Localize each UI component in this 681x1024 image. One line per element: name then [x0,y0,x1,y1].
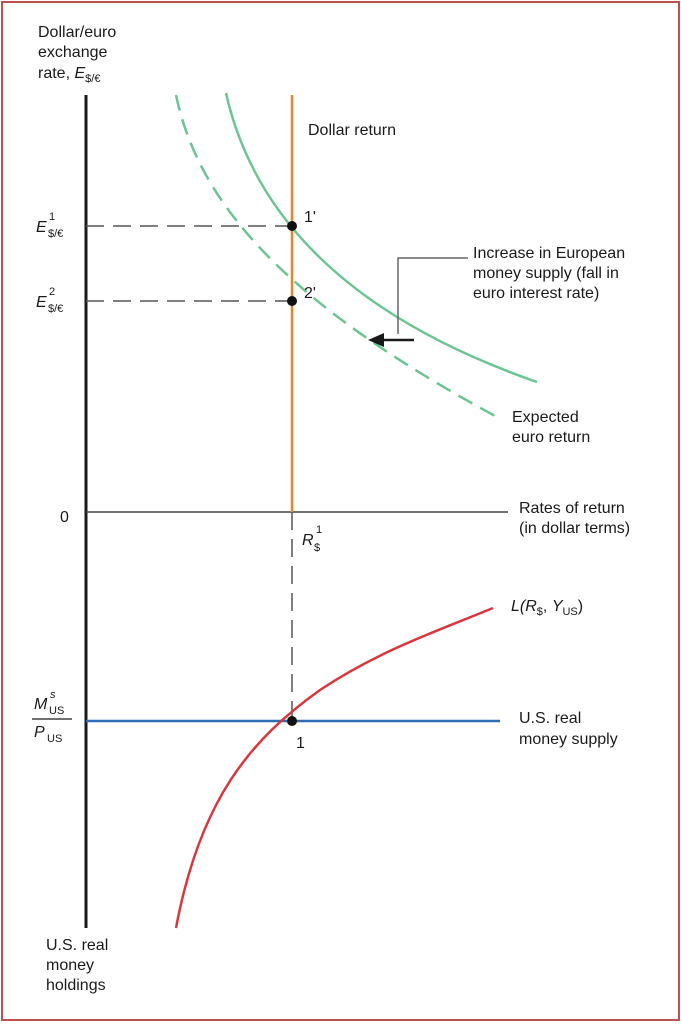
money-supply-label-line2: money supply [519,731,618,748]
annotation-line3: euro interest rate) [473,285,599,302]
e2-superscript: 2 [49,286,55,298]
origin-zero-label: 0 [60,509,69,526]
shifted-euro-return-curve [174,94,498,419]
point-1-marker [287,716,297,726]
p-label: P [34,724,45,741]
shift-arrow-icon [368,333,384,347]
holdings-label-line1: U.S. real [46,937,108,954]
point-2prime-marker [287,296,297,306]
r1-subscript: $ [314,542,320,554]
x-axis-label-line1: Rates of return [519,500,625,517]
expected-euro-return-label-line2: euro return [512,429,590,446]
expected-euro-return-label-line1: Expected [512,409,579,426]
r1-superscript: 1 [316,524,322,536]
annotation-leader-line [397,257,468,334]
holdings-label-line3: holdings [46,977,106,994]
holdings-label-line2: money [46,957,94,974]
ms-superscript: s [50,689,56,701]
expected-euro-return-curve [224,92,538,384]
r1-label: R [302,532,314,549]
y-axis-title-line2: exchange [38,44,107,61]
point-1prime-label: 1' [304,209,316,226]
ms-subscript: US [49,705,64,717]
e2-label: E [36,294,47,311]
annotation-line2: money supply (fall in [473,265,619,282]
y-axis-title-line3: rate, E$/€ [38,65,100,85]
point-1prime-marker [287,221,297,231]
point-2prime-label: 2' [304,285,316,302]
annotation-line1: Increase in European [473,245,625,262]
x-axis-label-line2: (in dollar terms) [519,520,630,537]
point-1-label: 1 [296,735,305,752]
e2-subscript: $/€ [48,303,63,315]
money-demand-label: L(R$, YUS) [511,598,583,618]
e1-subscript: $/€ [48,228,63,240]
y-axis-title-line1: Dollar/euro [38,24,116,41]
money-supply-label-line1: U.S. real [519,710,581,727]
e1-superscript: 1 [49,211,55,223]
p-subscript: US [47,733,62,745]
money-demand-curve [174,606,494,929]
dollar-return-label: Dollar return [308,122,396,139]
ms-label: M [34,696,48,713]
e1-label: E [36,219,47,236]
